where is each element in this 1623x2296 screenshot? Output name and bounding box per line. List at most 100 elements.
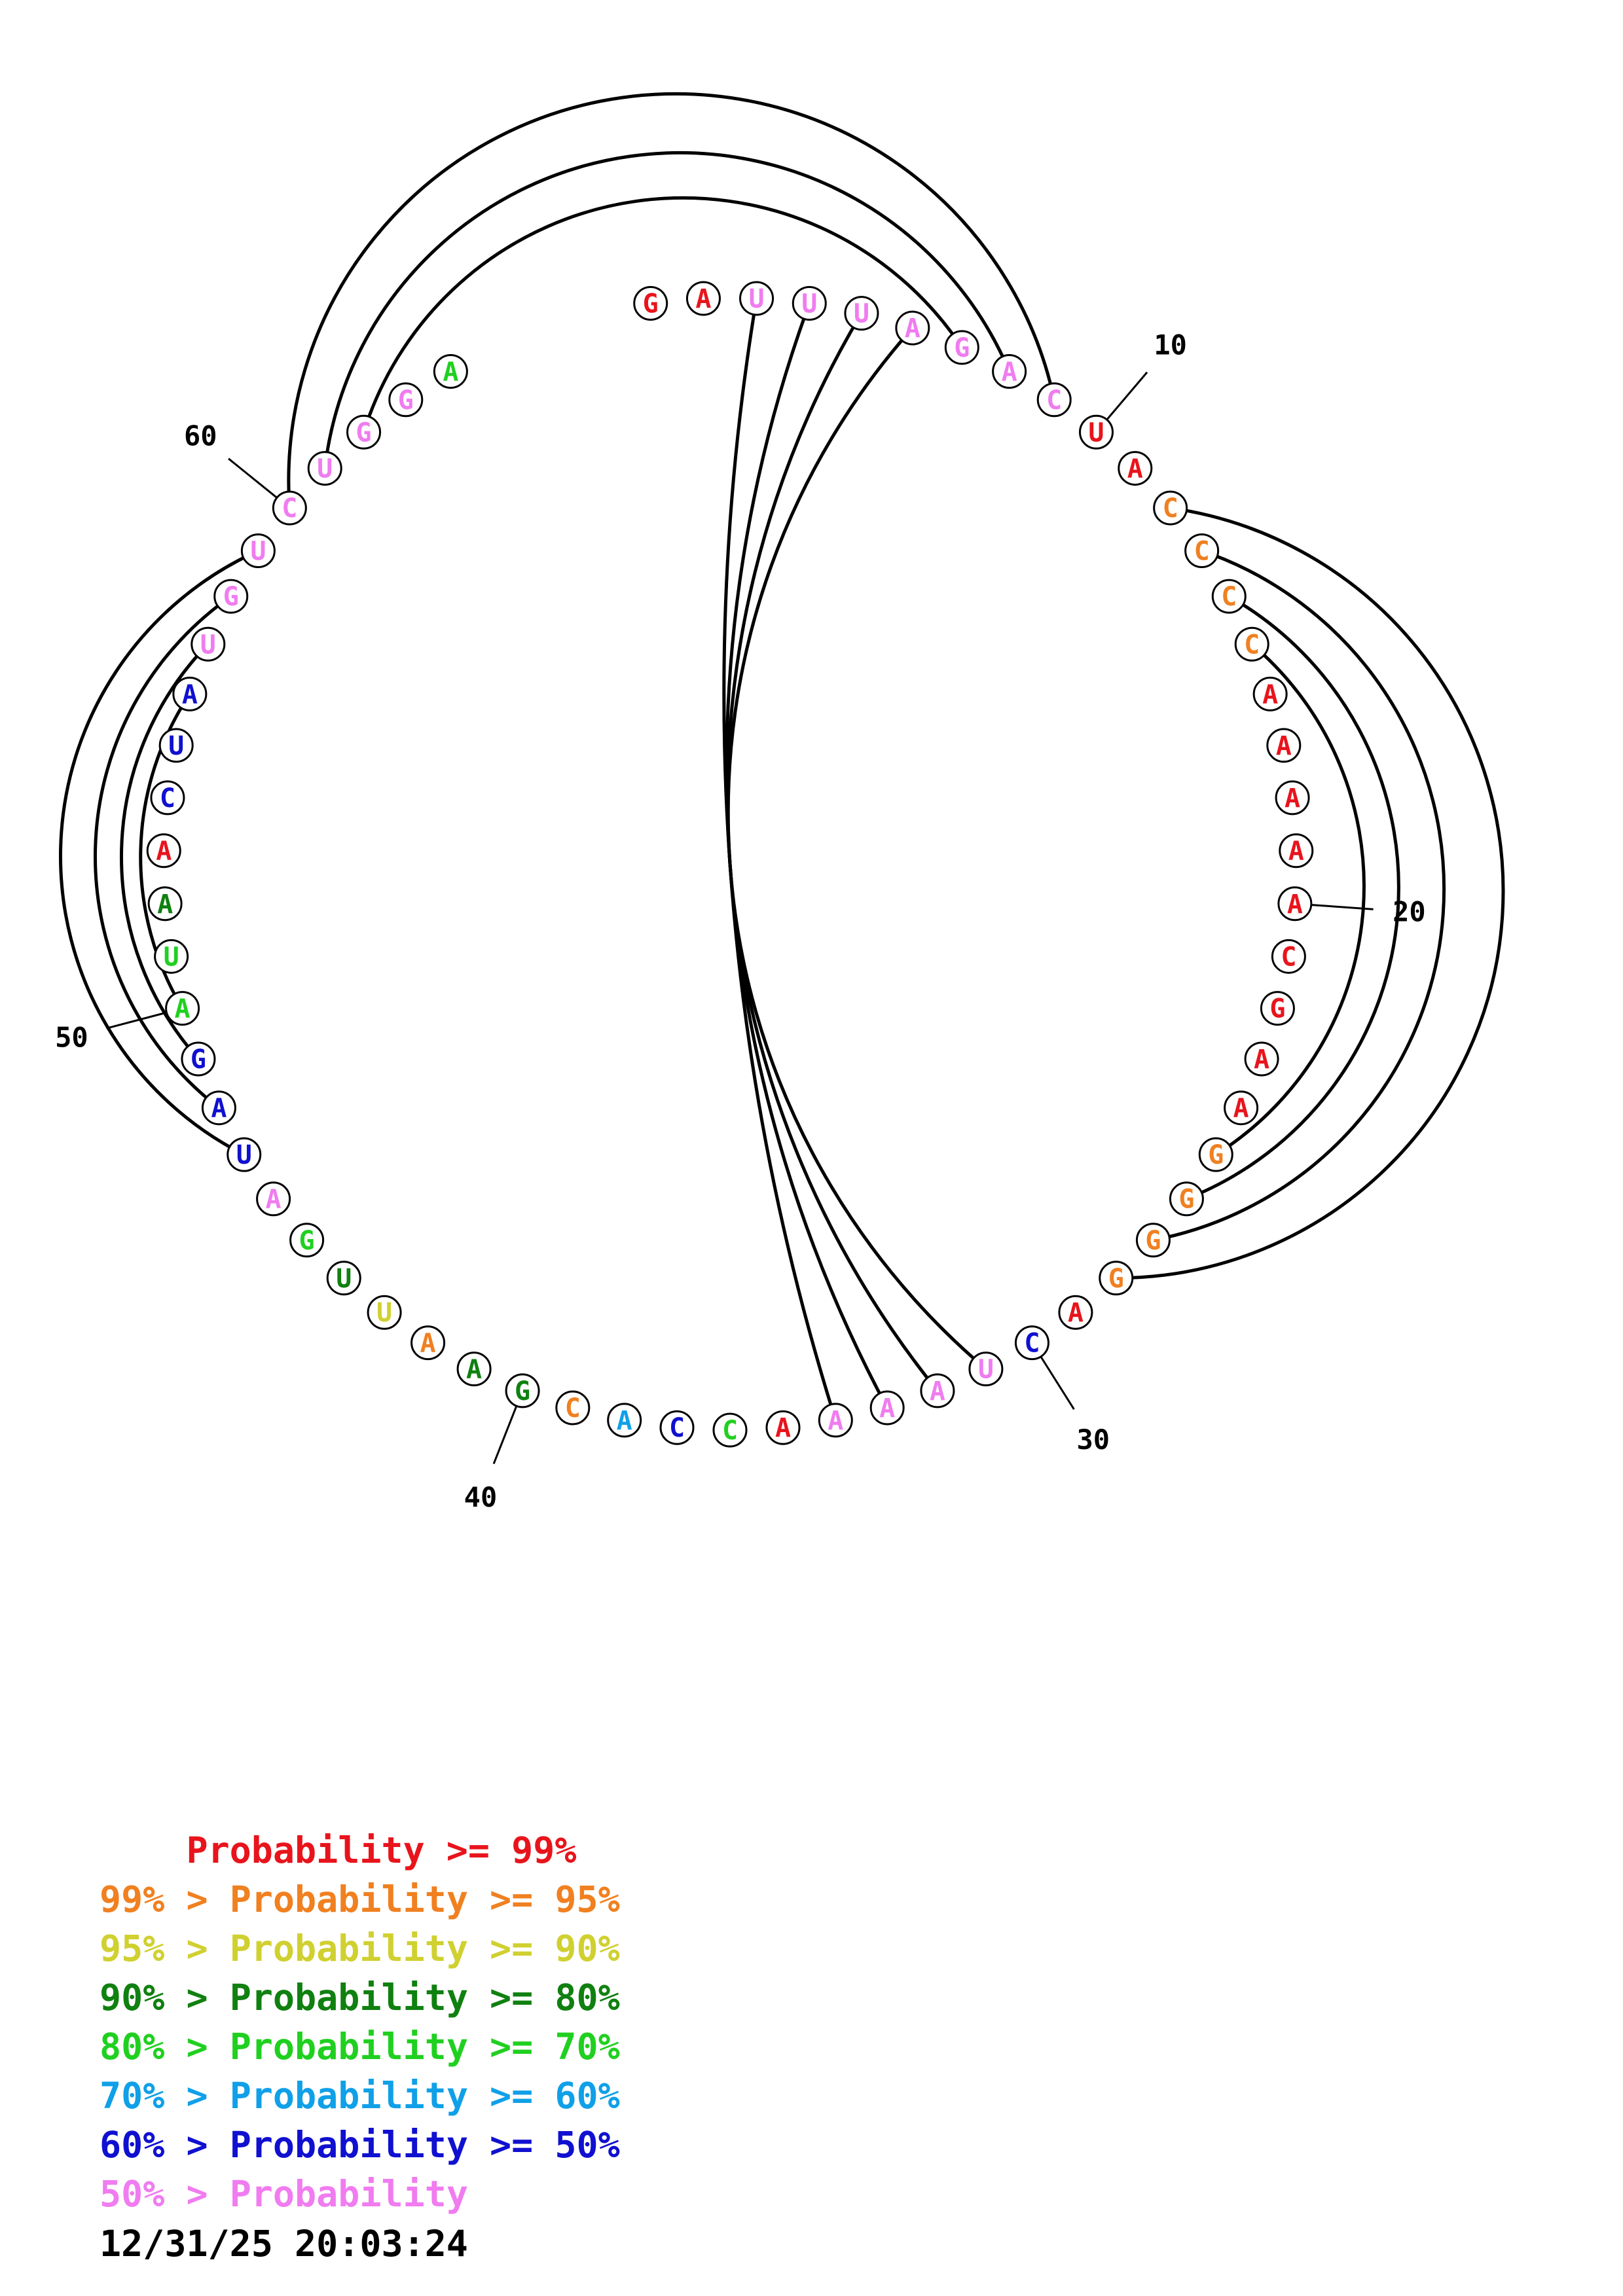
- base-pair-arcs: [59, 92, 1505, 1421]
- nucleotide-circle: [146, 833, 181, 869]
- nucleotide-circle: [1184, 533, 1220, 569]
- nucleotide-letter: A: [156, 836, 172, 867]
- nucleotide-letter: A: [211, 1094, 227, 1124]
- position-label: 10: [1154, 329, 1187, 361]
- nucleotide: U: [367, 1295, 402, 1330]
- nucleotide: A: [1252, 676, 1288, 711]
- nucleotide-letter: G: [1108, 1264, 1124, 1294]
- position-tick: [228, 457, 278, 498]
- nucleotide: U: [227, 1137, 262, 1172]
- nucleotide-circle: [346, 414, 382, 450]
- nucleotide-circle: [1224, 1090, 1259, 1126]
- nucleotide: U: [240, 533, 276, 569]
- nucleotide-circle: [944, 330, 979, 365]
- nucleotide-circle: [818, 1403, 853, 1438]
- nucleotide-letter: C: [722, 1416, 738, 1446]
- nucleotide: A: [172, 676, 208, 711]
- nucleotide-letter: A: [420, 1329, 436, 1359]
- legend-entry: Probability >= 99%: [100, 1826, 620, 1875]
- nucleotide-letter: U: [236, 1140, 252, 1170]
- nucleotide-circle: [505, 1373, 540, 1408]
- nucleotide: A: [765, 1410, 801, 1445]
- nucleotide-letter: C: [565, 1393, 581, 1424]
- nucleotide: G: [1198, 1137, 1233, 1172]
- nucleotide-circle: [844, 296, 879, 331]
- nucleotide: U: [844, 296, 879, 331]
- nucleotide-letter: C: [1024, 1329, 1040, 1359]
- nucleotide-circle: [659, 1410, 695, 1445]
- nucleotide-circle: [191, 626, 226, 662]
- legend-label: Probability >= 70%: [229, 2026, 620, 2068]
- nucleotide-letter: G: [1269, 994, 1285, 1024]
- nucleotide-letter: C: [1163, 493, 1178, 524]
- nucleotide-letter: A: [930, 1376, 945, 1407]
- nucleotide: C: [555, 1390, 591, 1426]
- nucleotide-circle: [1252, 676, 1288, 711]
- nucleotide: G: [1135, 1223, 1171, 1258]
- base-pair-arc: [1152, 549, 1446, 1242]
- nucleotide-circle: [712, 1412, 748, 1448]
- legend-label: Probability: [229, 2173, 468, 2215]
- nucleotide: U: [1078, 414, 1114, 450]
- base-pair-arc: [722, 298, 837, 1421]
- nucleotide-circle: [1271, 939, 1306, 974]
- legend-entry: 60% > Probability >= 50%: [100, 2121, 620, 2170]
- nucleotide: C: [1234, 626, 1269, 662]
- nucleotide-circle: [181, 1041, 216, 1077]
- nucleotide: U: [968, 1352, 1004, 1387]
- nucleotide-letter: A: [1002, 357, 1017, 387]
- nucleotide: C: [659, 1410, 695, 1445]
- nucleotide-letter: G: [356, 418, 371, 448]
- nucleotide-circle: [1279, 833, 1314, 869]
- nucleotide: A: [433, 354, 468, 389]
- base-pair-arc: [725, 302, 889, 1409]
- nucleotide-letter: G: [1178, 1185, 1194, 1215]
- nucleotide-letter: A: [1127, 454, 1143, 484]
- legend-label: Probability >= 80%: [229, 1977, 620, 2018]
- nucleotide-circle: [968, 1352, 1004, 1387]
- position-tick: [1311, 904, 1374, 910]
- nucleotide: A: [256, 1181, 291, 1217]
- nucleotide-letter: A: [157, 889, 173, 920]
- nucleotide: A: [1118, 451, 1153, 486]
- nucleotide-circle: [147, 886, 183, 922]
- nucleotide: A: [869, 1390, 905, 1426]
- nucleotide-circle: [165, 991, 200, 1026]
- nucleotide: A: [165, 991, 200, 1026]
- nucleotide: A: [201, 1090, 236, 1126]
- nucleotide: U: [154, 939, 189, 974]
- nucleotide: U: [158, 728, 194, 763]
- nucleotide-letter: U: [317, 454, 333, 484]
- nucleotide-letter: C: [160, 783, 175, 814]
- nucleotide-letter: U: [748, 284, 764, 314]
- nucleotide: G: [944, 330, 979, 365]
- nucleotide-letter: A: [617, 1406, 632, 1436]
- nucleotide-circle: [154, 939, 189, 974]
- nucleotide: A: [895, 310, 930, 346]
- nucleotide-letter: A: [175, 994, 191, 1024]
- nucleotide-circle: [256, 1181, 291, 1217]
- nucleotide-letter: U: [978, 1355, 994, 1385]
- nucleotide-circle: [1266, 728, 1302, 763]
- nucleotide-letter: A: [266, 1185, 282, 1215]
- nucleotide-letter: U: [168, 731, 184, 761]
- legend-prefix: 90% >: [100, 1977, 230, 2018]
- nucleotide-circle: [1211, 579, 1247, 614]
- legend-label: Probability >= 90%: [229, 1928, 620, 1969]
- nucleotide-circle: [367, 1295, 402, 1330]
- position-tick: [492, 1406, 517, 1465]
- nucleotide-circle: [272, 490, 307, 526]
- nucleotide-letter: G: [954, 333, 970, 363]
- position-label: 40: [464, 1481, 498, 1513]
- legend-prefix: 50% >: [100, 2173, 230, 2215]
- nucleotide-circle: [1244, 1041, 1279, 1077]
- nucleotide-circle: [895, 310, 930, 346]
- base-pair-arc: [1186, 594, 1400, 1201]
- nucleotide: C: [712, 1412, 748, 1448]
- nucleotide-circle: [1036, 382, 1072, 418]
- base-pair-arc: [1116, 506, 1505, 1280]
- nucleotide: G: [181, 1041, 216, 1077]
- nucleotide-letter: U: [200, 630, 216, 660]
- nucleotide: G: [633, 286, 668, 321]
- nucleotide-letter: G: [515, 1376, 530, 1407]
